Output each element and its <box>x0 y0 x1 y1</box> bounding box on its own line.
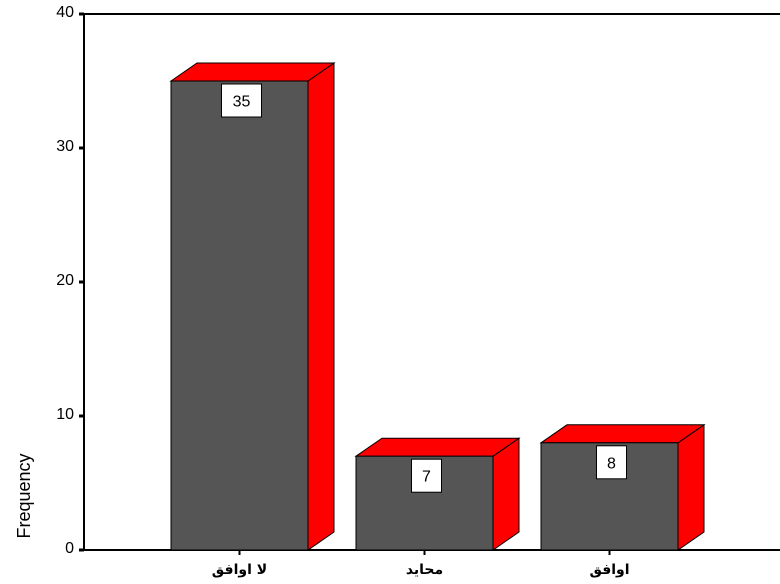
bar-side-face <box>307 62 335 551</box>
bar-side-face <box>677 423 705 551</box>
labels: 35 لا اوافق 7 محايد 8 اوافق <box>212 83 630 578</box>
y-tick-label: 30 <box>56 138 74 155</box>
data-label: 7 <box>422 469 431 486</box>
y-axis-label: Frequency <box>14 453 34 538</box>
bar-top-face <box>354 437 521 457</box>
bars <box>169 62 706 551</box>
bar-top-face <box>169 62 336 82</box>
data-label-box <box>596 445 627 480</box>
bar-side-face <box>492 437 520 551</box>
data-label: 8 <box>607 455 616 472</box>
data-label-box <box>411 458 442 493</box>
data-label: 35 <box>233 94 251 111</box>
x-tick-label: محايد <box>406 562 443 578</box>
bar <box>355 455 494 551</box>
y-tick-label: 20 <box>56 272 74 289</box>
y-tick-label: 40 <box>56 4 74 21</box>
data-label-box <box>221 83 262 118</box>
x-tick-label: لا اوافق <box>212 562 267 578</box>
bar-top-face <box>539 424 706 444</box>
y-tick-label: 10 <box>56 406 74 423</box>
bar <box>170 80 309 551</box>
x-tick-label: اوافق <box>589 562 629 578</box>
y-tick-label: 0 <box>65 540 74 557</box>
